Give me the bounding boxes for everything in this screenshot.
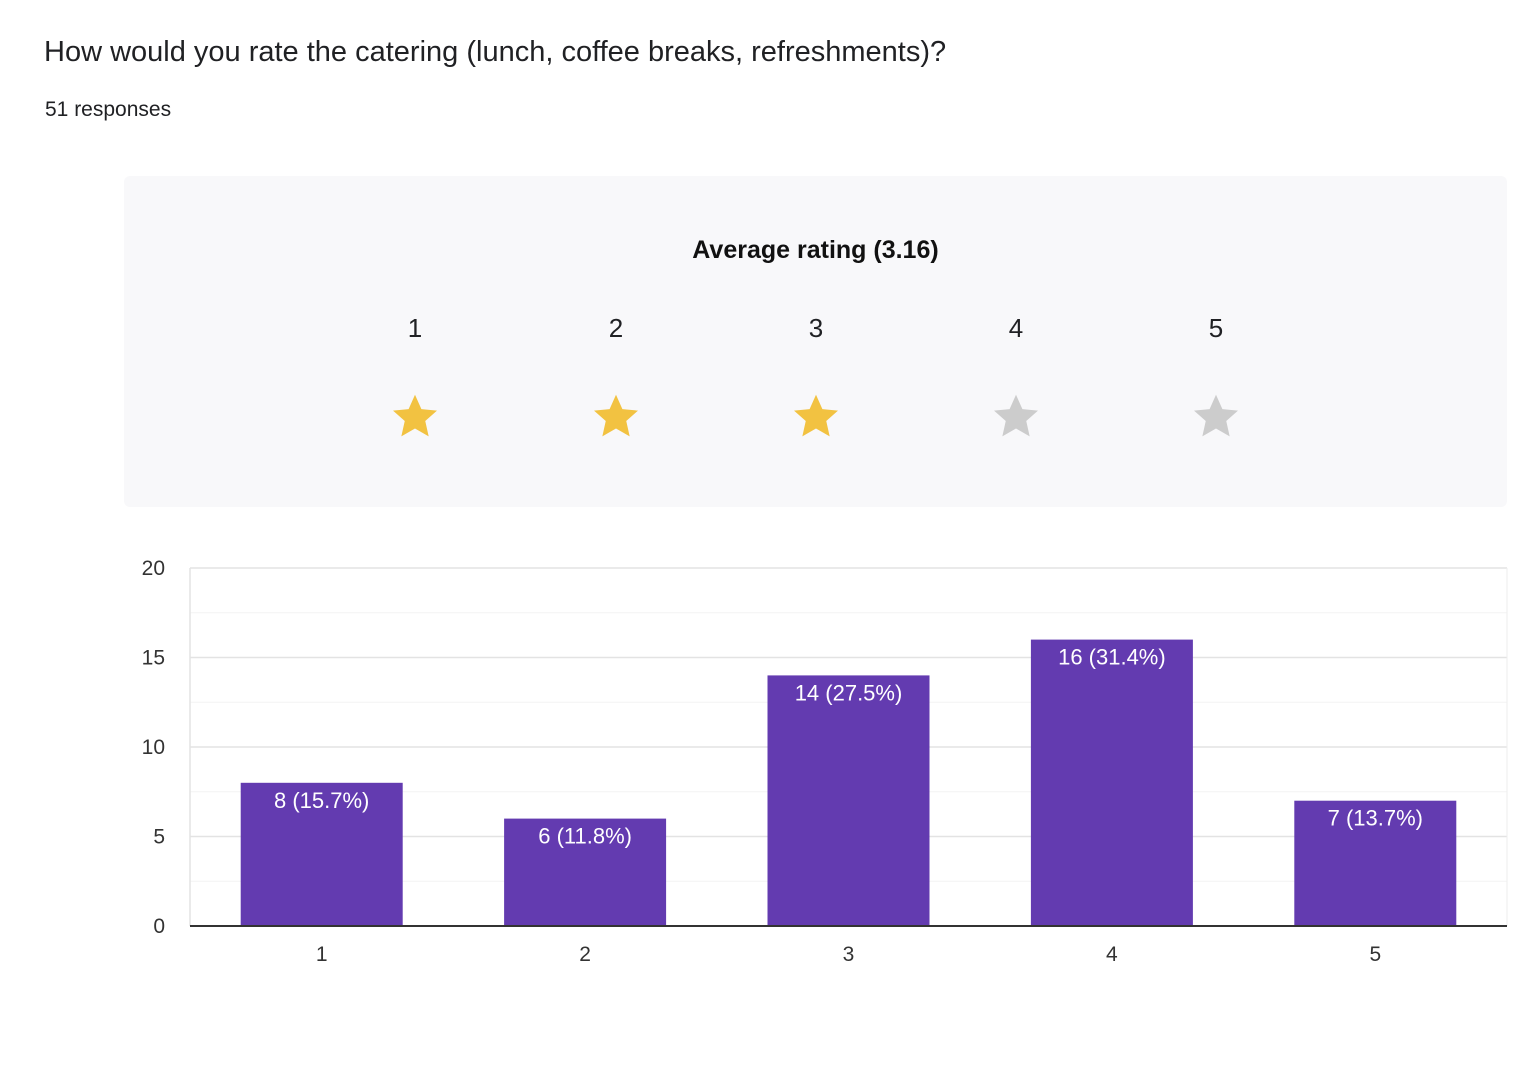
x-tick-label: 4 (1106, 943, 1118, 966)
star-column-5: 5 (1176, 312, 1256, 442)
star-icon (1194, 394, 1238, 437)
bar (240, 782, 403, 926)
x-tick-label: 1 (316, 943, 328, 966)
response-count: 51 responses (45, 98, 172, 121)
star-number: 2 (608, 313, 624, 343)
star-icon (393, 394, 437, 437)
star-number: 4 (1008, 313, 1024, 343)
star-icon (994, 394, 1038, 437)
y-tick-label: 0 (153, 915, 165, 938)
bar-data-label: 7 (13.7%) (1328, 806, 1423, 831)
bar (1294, 800, 1457, 926)
question-title: How would you rate the catering (lunch, … (44, 36, 947, 68)
star-column-3: 3 (776, 312, 856, 442)
bar-data-label: 8 (15.7%) (274, 788, 369, 813)
bar (1030, 639, 1193, 926)
bar-data-label: 16 (31.4%) (1058, 645, 1166, 670)
star-icon (794, 394, 838, 437)
star-column-4: 4 (976, 312, 1056, 442)
average-rating-panel: Average rating (3.16) 1 2 3 4 5 (124, 176, 1507, 507)
y-tick-label: 5 (153, 826, 165, 849)
star-icon (594, 394, 638, 437)
average-rating-title: Average rating (3.16) (692, 236, 939, 264)
bar (504, 818, 667, 926)
star-number: 3 (808, 313, 824, 343)
x-tick-label: 2 (579, 943, 591, 966)
star-number: 1 (407, 313, 423, 343)
bar (767, 675, 930, 926)
y-tick-label: 20 (142, 557, 165, 580)
star-number: 5 (1208, 313, 1224, 343)
y-tick-label: 10 (142, 736, 165, 759)
star-column-1: 1 (375, 312, 455, 442)
x-tick-label: 3 (843, 943, 855, 966)
star-column-2: 2 (576, 312, 656, 442)
bar-data-label: 14 (27.5%) (795, 680, 903, 705)
x-tick-label: 5 (1369, 943, 1381, 966)
y-tick-label: 15 (142, 647, 165, 670)
bar-data-label: 6 (11.8%) (538, 824, 632, 849)
